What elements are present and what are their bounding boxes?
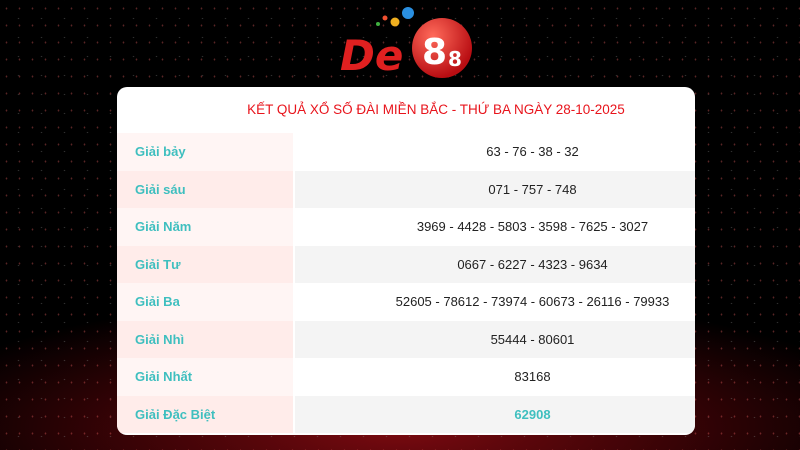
prize-value: 83168: [295, 358, 695, 396]
svg-text:8: 8: [422, 32, 447, 73]
prize-value: 3969 - 4428 - 5803 - 3598 - 7625 - 3027: [295, 208, 695, 246]
table-row: Giải Ba 52605 - 78612 - 73974 - 60673 - 2…: [117, 283, 695, 321]
prize-label: Giải Tư: [117, 245, 295, 283]
prize-label: Giải Đặc Biệt: [117, 395, 295, 433]
prize-value: 071 - 757 - 748: [295, 170, 695, 208]
svg-text:8: 8: [448, 47, 462, 71]
table-row: Giải Nhì 55444 - 80601: [117, 320, 695, 358]
results-title: KẾT QUẢ XỔ SỐ ĐÀI MIỀN BẮC - THỨ BA NGÀY…: [247, 102, 625, 117]
de88-logo: De 8 8: [340, 7, 472, 80]
results-card: KẾT QUẢ XỔ SỐ ĐÀI MIỀN BẮC - THỨ BA NGÀY…: [117, 87, 695, 435]
table-row: Giải bảy 63 - 76 - 38 - 32: [117, 133, 695, 171]
prize-label: Giải Nhất: [117, 358, 295, 396]
prize-value: 52605 - 78612 - 73974 - 60673 - 26116 - …: [295, 283, 695, 321]
table-row: Giải Đặc Biệt 62908: [117, 395, 695, 433]
prize-label: Giải Năm: [117, 208, 295, 246]
prize-value: 55444 - 80601: [295, 320, 695, 358]
prize-value: 63 - 76 - 38 - 32: [295, 133, 695, 171]
table-row: Giải sáu 071 - 757 - 748: [117, 170, 695, 208]
prize-label: Giải bảy: [117, 133, 295, 171]
table-row: Giải Nhất 83168: [117, 358, 695, 396]
prize-label: Giải sáu: [117, 170, 295, 208]
prize-label: Giải Nhì: [117, 320, 295, 358]
prize-value: 0667 - 6227 - 4323 - 9634: [295, 245, 695, 283]
prize-label: Giải Ba: [117, 283, 295, 321]
svg-text:De: De: [340, 31, 403, 80]
special-prize-value: 62908: [295, 395, 695, 433]
table-row: Giải Năm 3969 - 4428 - 5803 - 3598 - 7625…: [117, 208, 695, 246]
results-table: Giải bảy 63 - 76 - 38 - 32 Giải sáu 071 - …: [117, 133, 695, 433]
table-row: Giải Tư 0667 - 6227 - 4323 - 9634: [117, 245, 695, 283]
